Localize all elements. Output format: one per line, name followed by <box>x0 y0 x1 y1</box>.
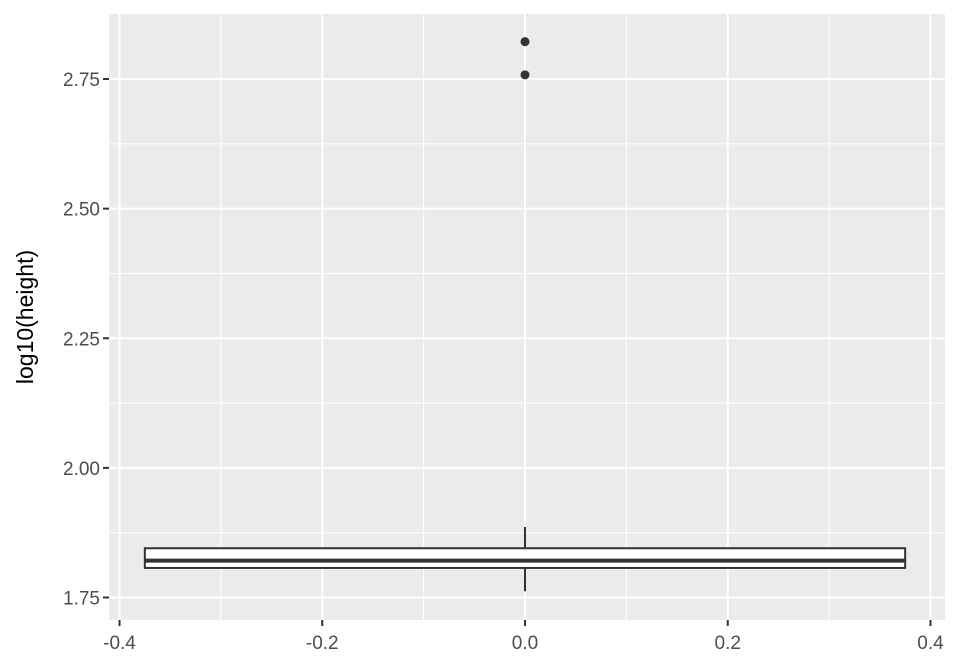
interquartile-box <box>143 547 907 569</box>
x-tick-label: 0.0 <box>512 633 538 654</box>
grid-lines <box>109 14 945 620</box>
outlier-point <box>520 37 530 47</box>
x-tick-label: 0.2 <box>715 633 741 654</box>
plot-panel <box>109 14 945 620</box>
box-series <box>143 37 907 592</box>
outlier-point <box>520 70 530 80</box>
x-tick-label: -0.4 <box>103 633 136 654</box>
y-tick-label: 2.00 <box>63 459 100 480</box>
y-axis-title: log10(height) <box>12 250 38 384</box>
axes: -0.4 -0.2 0.0 0.2 0.4 1.75 2.00 2.25 2.50 2.75 <box>63 70 944 654</box>
y-tick-label: 1.75 <box>63 589 100 610</box>
x-tick-label: -0.2 <box>306 633 339 654</box>
x-tick-label: 0.4 <box>917 633 944 654</box>
y-tick-label: 2.75 <box>63 70 100 91</box>
y-tick-label: 2.25 <box>63 329 100 350</box>
y-tick-label: 2.50 <box>63 200 100 221</box>
